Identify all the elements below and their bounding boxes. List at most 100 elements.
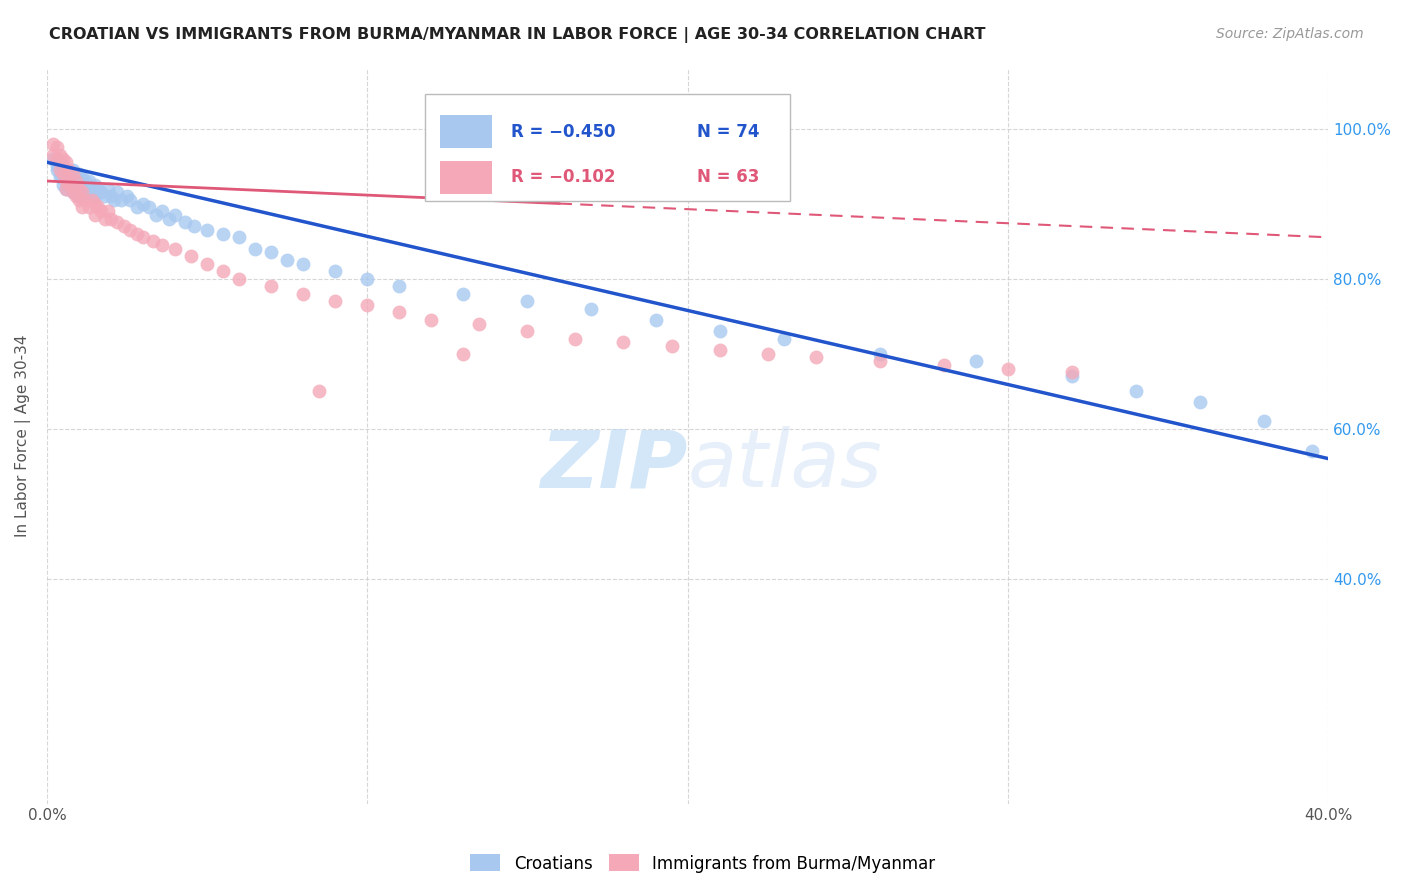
Point <box>77 200 100 214</box>
Point <box>110 193 132 207</box>
Point <box>67 193 90 207</box>
Point <box>183 219 205 233</box>
Text: CROATIAN VS IMMIGRANTS FROM BURMA/MYANMAR IN LABOR FORCE | AGE 30-34 CORRELATION: CROATIAN VS IMMIGRANTS FROM BURMA/MYANMA… <box>49 27 986 43</box>
Point <box>243 242 266 256</box>
Point <box>65 174 87 188</box>
Point <box>292 286 315 301</box>
Point <box>49 170 72 185</box>
Point <box>142 234 165 248</box>
Point <box>87 200 110 214</box>
Point <box>45 152 67 166</box>
Point <box>55 155 77 169</box>
Point <box>661 339 683 353</box>
Point <box>195 256 218 270</box>
Point <box>356 298 378 312</box>
Point <box>195 223 218 237</box>
Point <box>42 148 65 162</box>
Point <box>1253 414 1275 428</box>
Point <box>709 324 731 338</box>
Point <box>70 200 93 214</box>
Point <box>58 167 80 181</box>
Point <box>125 227 148 241</box>
Point <box>932 358 955 372</box>
Text: ZIP: ZIP <box>540 426 688 505</box>
Point <box>612 335 634 350</box>
Point <box>356 271 378 285</box>
Point <box>75 193 97 207</box>
Point <box>323 264 346 278</box>
Point <box>997 361 1019 376</box>
Point <box>453 346 475 360</box>
Point <box>120 193 142 207</box>
Point <box>80 193 103 207</box>
Point <box>228 230 250 244</box>
Point <box>772 332 794 346</box>
Point <box>84 208 107 222</box>
Point <box>228 271 250 285</box>
Point <box>52 152 75 166</box>
Point <box>212 227 235 241</box>
Point <box>97 204 120 219</box>
Point <box>180 249 202 263</box>
Point <box>67 181 90 195</box>
Point <box>132 196 155 211</box>
Point <box>45 162 67 177</box>
Point <box>49 155 72 169</box>
Point <box>869 346 891 360</box>
Point <box>564 332 586 346</box>
Point <box>55 162 77 177</box>
Point <box>516 324 538 338</box>
Text: atlas: atlas <box>688 426 883 505</box>
Point <box>308 384 330 398</box>
Point <box>581 301 603 316</box>
Point <box>62 178 84 192</box>
Point <box>1189 395 1212 409</box>
Point <box>100 189 122 203</box>
Point <box>644 313 666 327</box>
Point <box>62 162 84 177</box>
Point <box>260 245 283 260</box>
Point <box>97 181 120 195</box>
Point <box>323 294 346 309</box>
Point <box>90 204 112 219</box>
Point <box>388 279 411 293</box>
Point <box>49 162 72 177</box>
Point <box>112 219 135 233</box>
Point <box>388 305 411 319</box>
Point <box>150 237 173 252</box>
Point <box>75 174 97 188</box>
Point <box>756 346 779 360</box>
Point <box>516 294 538 309</box>
Point <box>468 317 491 331</box>
Point <box>1060 365 1083 379</box>
Y-axis label: In Labor Force | Age 30-34: In Labor Force | Age 30-34 <box>15 334 31 537</box>
Point <box>55 181 77 195</box>
Point <box>52 167 75 181</box>
Point <box>90 186 112 200</box>
Point <box>115 189 138 203</box>
Text: N = 74: N = 74 <box>696 122 759 141</box>
Point <box>100 211 122 226</box>
Point <box>52 159 75 173</box>
Point <box>55 174 77 188</box>
Text: Source: ZipAtlas.com: Source: ZipAtlas.com <box>1216 27 1364 41</box>
Point <box>55 174 77 188</box>
Point <box>67 189 90 203</box>
Point <box>260 279 283 293</box>
Point <box>70 186 93 200</box>
Point <box>709 343 731 357</box>
Point <box>58 174 80 188</box>
Point <box>87 181 110 195</box>
Text: R = −0.102: R = −0.102 <box>510 169 616 186</box>
Point <box>70 170 93 185</box>
Point <box>77 186 100 200</box>
Point <box>65 181 87 195</box>
Point <box>49 167 72 181</box>
FancyBboxPatch shape <box>440 161 492 194</box>
Point <box>120 223 142 237</box>
Point <box>1125 384 1147 398</box>
Point <box>1060 369 1083 384</box>
FancyBboxPatch shape <box>440 115 492 148</box>
Point <box>420 313 443 327</box>
Point <box>84 178 107 192</box>
